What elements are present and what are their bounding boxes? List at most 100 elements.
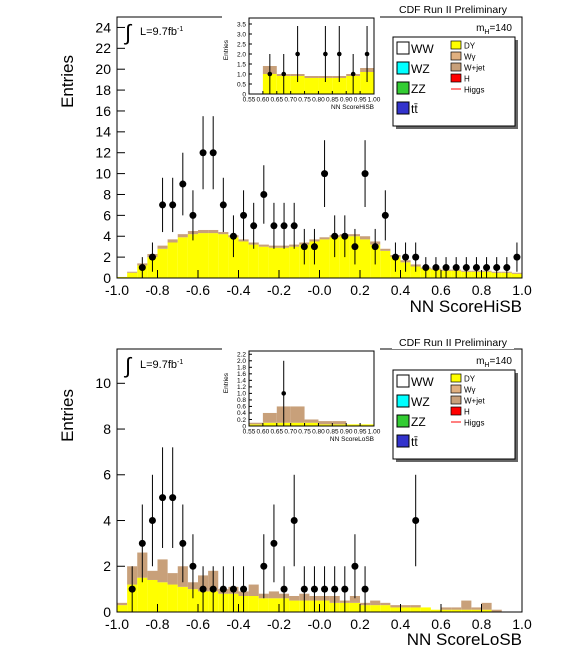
x-tick-label: 1.0 — [512, 282, 532, 298]
histogram-bar — [177, 237, 188, 278]
data-point — [452, 264, 460, 272]
y-tick-label: 0 — [242, 91, 246, 98]
data-point — [260, 562, 268, 570]
x-tick-label: 0.4 — [391, 282, 411, 298]
luminosity-text: L=9.7fb — [140, 359, 177, 371]
y-tick-label: 0.4 — [237, 410, 246, 417]
legend-swatch — [450, 384, 462, 394]
legend-label: Higgs — [464, 419, 484, 428]
data-point — [240, 585, 248, 593]
histogram-bar — [451, 607, 462, 610]
histogram-bar — [117, 602, 128, 606]
x-tick-label: 1.0 — [512, 616, 532, 632]
y-tick-label: 2.5 — [237, 41, 246, 48]
histogram-bar — [332, 421, 347, 425]
inset-x-axis-label: NN ScoreLoSB — [330, 436, 374, 443]
inset-x-axis-label: NN ScoreHiSB — [331, 104, 374, 111]
legend-swatch — [396, 414, 410, 428]
legend-swatch — [396, 61, 410, 75]
legend-swatch — [450, 373, 462, 383]
histogram-bar — [318, 424, 333, 426]
histogram-bar — [390, 605, 401, 608]
histogram-bar — [360, 236, 371, 240]
histogram-bar — [248, 595, 259, 612]
legend-swatch — [396, 101, 410, 115]
chart-title: CDF Run II Preliminary — [399, 337, 508, 349]
legend-label: Wγ — [464, 53, 476, 62]
histogram-bar — [268, 591, 279, 599]
x-tick-label: -1.0 — [105, 616, 129, 632]
data-point — [503, 264, 511, 272]
data-point — [351, 562, 359, 570]
y-tick-label: 6 — [103, 467, 111, 483]
y-tick-label: 14 — [95, 124, 111, 140]
legend-label: WW — [411, 375, 434, 389]
mass-value: =140 — [489, 356, 512, 367]
x-tick-label: -1.0 — [105, 282, 129, 298]
x-tick-label: 0.6 — [431, 616, 451, 632]
mass-symbol: m — [476, 356, 484, 367]
histogram-bar — [187, 234, 198, 278]
y-tick-label: 1.6 — [237, 371, 246, 378]
x-axis-label: NN ScoreHiSB — [410, 297, 522, 316]
x-tick-label: -0.2 — [267, 282, 291, 298]
data-point — [159, 201, 167, 209]
y-tick-label: 4 — [103, 512, 111, 528]
data-point — [229, 232, 237, 240]
data-point — [240, 211, 248, 219]
data-point — [361, 585, 369, 593]
x-axis-label: NN ScoreLoSB — [407, 630, 522, 649]
histogram-bar — [410, 607, 421, 612]
y-tick-label: 0.6 — [237, 404, 246, 411]
histogram-bar — [279, 247, 290, 278]
y-tick-label: 0.2 — [237, 417, 246, 424]
luminosity-exponent: -1 — [177, 26, 183, 33]
histogram-bar — [248, 584, 259, 596]
histogram-bar — [268, 598, 279, 612]
histogram-bar — [117, 605, 128, 612]
histogram-bar — [218, 232, 229, 235]
histogram-bar — [318, 421, 333, 425]
histogram-bar — [461, 600, 472, 610]
histogram-bar — [461, 609, 472, 612]
histogram-bar — [208, 229, 219, 234]
x-tick-label: 0.60 — [257, 97, 270, 104]
x-tick-label: 0.8 — [472, 616, 492, 632]
data-point — [280, 585, 288, 593]
data-point — [364, 51, 370, 57]
histogram-bar — [218, 234, 229, 278]
y-tick-label: 12 — [95, 145, 111, 161]
data-point — [189, 211, 197, 219]
x-tick-label: 0.80 — [312, 97, 325, 104]
y-tick-label: 8 — [103, 186, 111, 202]
data-point — [331, 585, 339, 593]
y-tick-label: 2.2 — [237, 352, 246, 359]
data-point — [138, 539, 146, 547]
histogram-bar — [481, 602, 492, 610]
histogram-bar — [370, 600, 381, 606]
x-tick-label: 0.2 — [350, 616, 370, 632]
y-tick-label: 1.4 — [237, 378, 246, 385]
y-tick-label: 1.2 — [237, 384, 246, 391]
legend-swatch — [450, 406, 462, 416]
histogram-bar — [249, 422, 263, 425]
data-point — [280, 222, 288, 230]
histogram-bar — [304, 419, 319, 423]
histogram-bar — [380, 248, 391, 251]
x-tick-label: 0.55 — [243, 429, 256, 436]
histogram-bar — [167, 242, 178, 278]
inset-y-axis-label: Entries — [223, 372, 230, 393]
legend-label: DY — [464, 375, 476, 384]
histogram-bar — [319, 239, 330, 278]
data-point — [341, 232, 349, 240]
y-tick-label: 10 — [95, 166, 111, 182]
data-point — [189, 562, 197, 570]
histogram-bar — [420, 607, 431, 612]
legend-swatch — [396, 394, 410, 408]
data-point — [493, 264, 501, 272]
data-point — [351, 243, 359, 251]
y-tick-label: 2 — [103, 249, 111, 265]
data-point — [336, 51, 342, 57]
data-point — [159, 494, 167, 502]
